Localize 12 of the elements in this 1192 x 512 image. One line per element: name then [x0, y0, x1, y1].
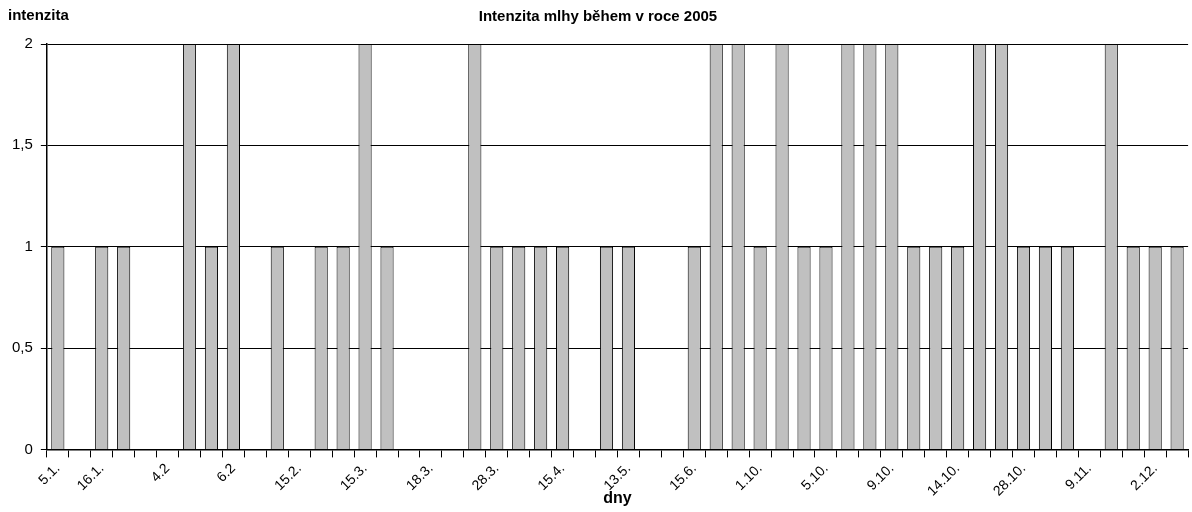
y-tick-label: 0 [24, 439, 33, 457]
y-tick-label: 2 [24, 34, 33, 52]
y-axis-title: intenzita [8, 5, 70, 23]
x-tick-label: 6.2 [213, 459, 239, 485]
x-tick-label: 4.2 [147, 459, 173, 485]
y-tick-label: 1,5 [11, 135, 33, 153]
chart-title: Intenzita mlhy během v roce 2005 [478, 7, 718, 25]
x-tick-label: 5.1. [34, 459, 63, 488]
x-tick-label: 9.11. [1061, 459, 1095, 493]
x-tick-label: 16.1. [73, 459, 107, 494]
y-tick-label: 1 [24, 236, 33, 254]
y-tick-label: 0,5 [11, 338, 33, 356]
